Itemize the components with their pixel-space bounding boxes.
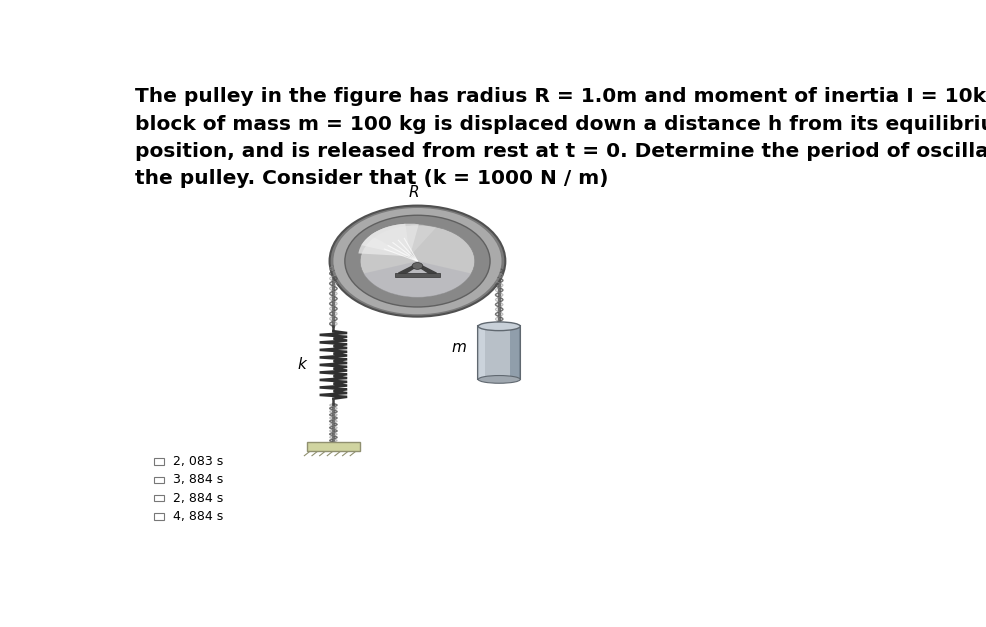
Text: The pulley in the figure has radius R = 1.0m and moment of inertia I = 10kg.m2. : The pulley in the figure has radius R = … xyxy=(135,87,986,188)
Text: m: m xyxy=(452,340,466,355)
Circle shape xyxy=(360,225,474,297)
FancyBboxPatch shape xyxy=(154,514,164,520)
Ellipse shape xyxy=(478,376,521,383)
FancyBboxPatch shape xyxy=(394,273,441,277)
FancyBboxPatch shape xyxy=(154,477,164,483)
Wedge shape xyxy=(364,261,471,297)
Text: 3, 884 s: 3, 884 s xyxy=(173,473,223,487)
Wedge shape xyxy=(371,224,436,256)
FancyBboxPatch shape xyxy=(307,442,360,451)
Wedge shape xyxy=(359,224,410,256)
Wedge shape xyxy=(361,224,419,256)
Circle shape xyxy=(333,208,502,314)
Text: k: k xyxy=(298,357,307,372)
FancyBboxPatch shape xyxy=(154,458,164,465)
FancyBboxPatch shape xyxy=(478,326,521,379)
Text: 4, 884 s: 4, 884 s xyxy=(173,510,223,523)
Circle shape xyxy=(412,263,423,270)
Circle shape xyxy=(345,215,490,307)
Text: 2, 083 s: 2, 083 s xyxy=(173,455,223,468)
Text: R: R xyxy=(408,185,419,200)
Text: 2, 884 s: 2, 884 s xyxy=(173,492,223,505)
Polygon shape xyxy=(398,263,437,273)
Ellipse shape xyxy=(478,322,521,330)
FancyBboxPatch shape xyxy=(510,326,521,379)
FancyBboxPatch shape xyxy=(478,326,484,379)
FancyBboxPatch shape xyxy=(154,495,164,502)
Circle shape xyxy=(329,206,505,317)
